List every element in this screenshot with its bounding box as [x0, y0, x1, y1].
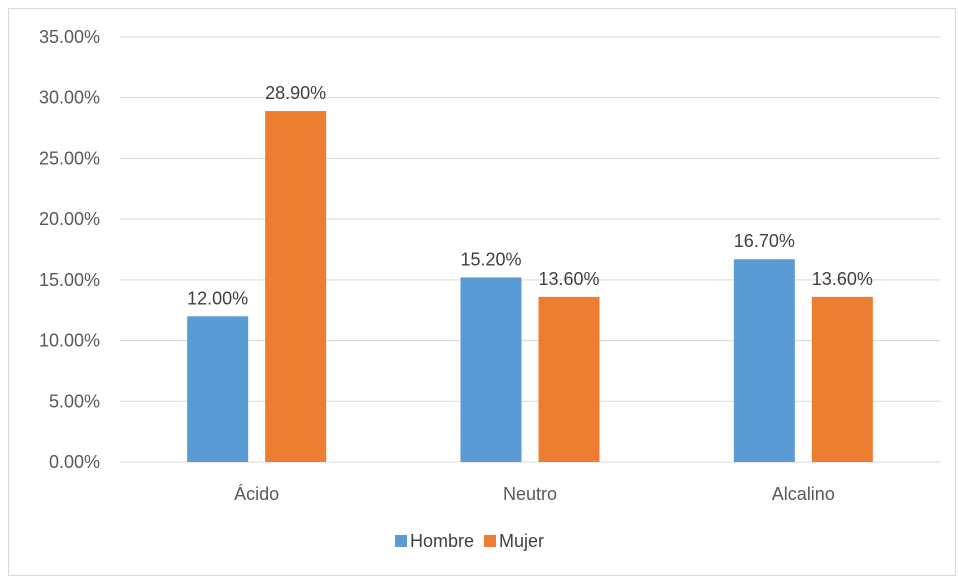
y-tick-label: 20.00%	[39, 209, 100, 229]
data-label: 12.00%	[187, 288, 248, 308]
x-tick-label: Neutro	[503, 484, 557, 504]
y-tick-label: 35.00%	[39, 27, 100, 47]
y-tick-label: 30.00%	[39, 88, 100, 108]
x-tick-label: Ácido	[234, 484, 279, 504]
legend-entry: Mujer	[499, 531, 544, 551]
y-tick-label: 5.00%	[49, 391, 100, 411]
legend-swatch	[395, 535, 407, 547]
bar-mujer	[811, 296, 873, 462]
x-tick-label: Alcalino	[772, 484, 835, 504]
y-tick-label: 15.00%	[39, 270, 100, 290]
bar-hombre	[733, 259, 795, 462]
legend-entry: Hombre	[410, 531, 474, 551]
data-label: 28.90%	[265, 83, 326, 103]
bar-hombre	[460, 277, 522, 462]
data-label: 13.60%	[812, 269, 873, 289]
y-tick-label: 10.00%	[39, 331, 100, 351]
data-label: 15.20%	[460, 249, 521, 269]
bar-mujer	[265, 111, 327, 463]
legend-swatch	[484, 535, 497, 547]
data-label: 13.60%	[538, 269, 599, 289]
y-tick-label: 0.00%	[49, 452, 100, 472]
bar-mujer	[538, 296, 600, 462]
data-label: 16.70%	[734, 231, 795, 251]
y-tick-label: 25.00%	[39, 148, 100, 168]
bar-hombre	[187, 316, 249, 462]
